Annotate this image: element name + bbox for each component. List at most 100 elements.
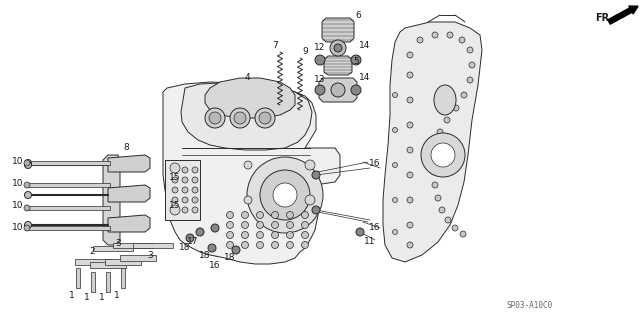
Circle shape [331,83,345,97]
Text: 16: 16 [369,224,381,233]
Circle shape [205,108,225,128]
Polygon shape [25,206,110,210]
Circle shape [407,172,413,178]
Circle shape [315,55,325,65]
Circle shape [260,170,310,220]
Circle shape [172,197,178,203]
Circle shape [244,161,252,169]
Text: 3: 3 [115,240,121,249]
Circle shape [271,232,278,239]
Polygon shape [165,160,200,220]
Circle shape [407,147,413,153]
Circle shape [257,221,264,228]
Circle shape [469,62,475,68]
Circle shape [257,232,264,239]
Text: 6: 6 [355,11,361,19]
Circle shape [244,196,252,204]
Circle shape [453,105,459,111]
Polygon shape [133,242,173,248]
Circle shape [421,133,465,177]
Circle shape [247,157,323,233]
Circle shape [255,108,275,128]
Circle shape [407,197,413,203]
Polygon shape [103,155,120,245]
Text: 1: 1 [99,293,105,302]
Circle shape [287,211,294,219]
Text: 1: 1 [84,293,90,302]
Circle shape [182,207,188,213]
Circle shape [257,211,264,219]
Polygon shape [163,82,340,264]
Text: 12: 12 [314,43,326,53]
Polygon shape [322,18,354,42]
Text: 1: 1 [114,291,120,300]
Polygon shape [108,185,150,202]
Circle shape [172,177,178,183]
Circle shape [444,117,450,123]
Polygon shape [25,161,110,165]
Circle shape [271,221,278,228]
Circle shape [433,142,439,148]
Circle shape [257,241,264,249]
Circle shape [467,47,473,53]
Circle shape [211,224,219,232]
Circle shape [392,162,397,167]
Circle shape [417,37,423,43]
Text: 18: 18 [199,250,211,259]
Circle shape [172,207,178,213]
Circle shape [467,77,473,83]
Text: 9: 9 [302,48,308,56]
Circle shape [241,232,248,239]
Polygon shape [75,259,111,265]
Circle shape [182,177,188,183]
Text: 4: 4 [244,73,250,83]
Circle shape [452,225,458,231]
Polygon shape [108,155,150,172]
Circle shape [182,197,188,203]
Circle shape [407,97,413,103]
Polygon shape [324,56,352,75]
Text: 10: 10 [12,222,24,232]
Circle shape [192,167,198,173]
Circle shape [196,228,204,236]
Circle shape [407,52,413,58]
Circle shape [435,195,441,201]
Circle shape [24,160,31,167]
Circle shape [351,85,361,95]
Text: 16: 16 [369,159,381,167]
Polygon shape [319,78,357,102]
Text: 17: 17 [188,238,199,247]
Polygon shape [205,78,295,118]
Circle shape [432,182,438,188]
Circle shape [273,183,297,207]
Circle shape [301,232,308,239]
Circle shape [305,195,315,205]
Text: 15: 15 [169,174,180,182]
Circle shape [234,112,246,124]
Text: 5: 5 [353,57,359,66]
Circle shape [232,246,240,254]
Circle shape [437,129,443,135]
Circle shape [461,92,467,98]
Circle shape [447,32,453,38]
Circle shape [241,221,248,228]
Circle shape [305,160,315,170]
Polygon shape [181,82,312,150]
Polygon shape [106,272,110,292]
Text: 1: 1 [69,291,75,300]
Circle shape [192,187,198,193]
Circle shape [287,241,294,249]
Circle shape [170,163,180,173]
Circle shape [407,72,413,78]
Text: 11: 11 [364,238,376,247]
Text: 18: 18 [224,254,236,263]
Polygon shape [91,272,95,292]
Circle shape [431,155,437,161]
Circle shape [356,228,364,236]
Text: 13: 13 [314,76,326,85]
Circle shape [271,241,278,249]
Text: 10: 10 [12,202,24,211]
Circle shape [182,187,188,193]
Text: FR.: FR. [595,13,613,23]
Circle shape [172,167,178,173]
